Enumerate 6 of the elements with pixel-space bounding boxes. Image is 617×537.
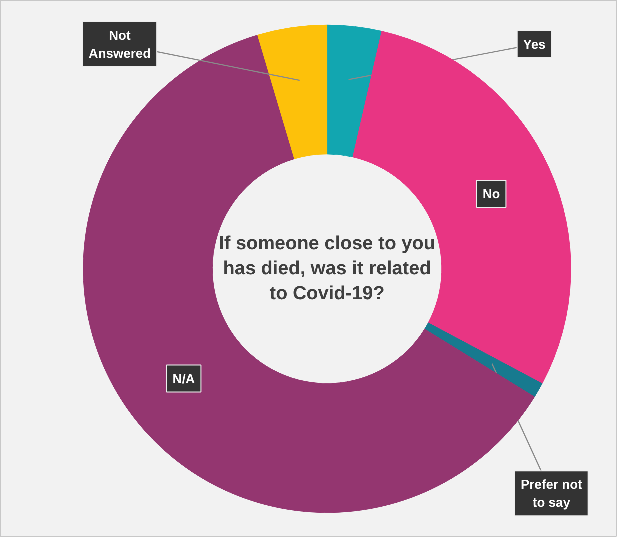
slice-label: Yes [523, 36, 546, 52]
slice-label: N/A [172, 371, 196, 386]
text: If someone close to you has died, was it related to Covid-19? [219, 233, 436, 305]
slice-label: No [482, 186, 500, 202]
slice-label: Not Answered [88, 28, 152, 61]
slice-label: Prefer not to say [520, 477, 584, 510]
